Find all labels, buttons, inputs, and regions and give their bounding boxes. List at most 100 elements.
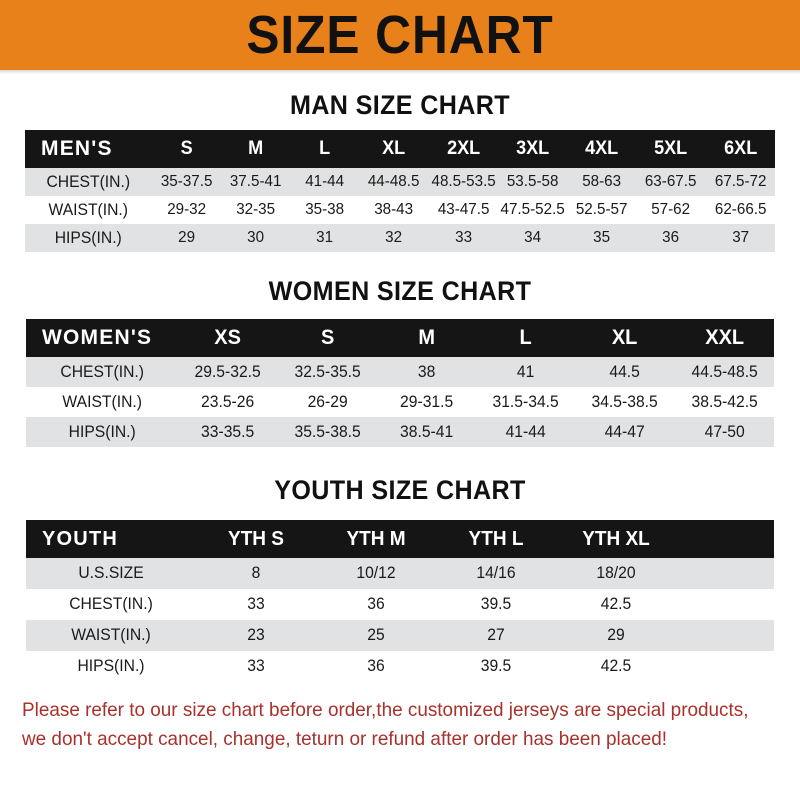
youth-cell: 33 — [247, 657, 265, 675]
youth-cell: 36 — [367, 595, 385, 613]
men-cell: 67.5-72 — [714, 173, 767, 190]
women-header-row: WOMEN'S XS S M L XL XXL — [26, 319, 774, 357]
women-cell: 34.5-38.5 — [591, 392, 659, 411]
women-size-table: WOMEN'S XS S M L XL XXL CHEST(IN.) 29.5-… — [26, 319, 774, 447]
men-cell: 62-66.5 — [714, 201, 767, 218]
youth-cell: 18/20 — [596, 564, 636, 582]
men-col-header: S — [180, 138, 193, 159]
women-cell: 35.5-38.5 — [294, 422, 361, 441]
women-cell: 31.5-34.5 — [492, 392, 559, 411]
youth-col-header: YTH XL — [582, 527, 650, 550]
men-col-header: 3XL — [515, 138, 550, 159]
men-row-label: CHEST(IN.) — [46, 172, 131, 191]
youth-row-label: U.S.SIZE — [78, 564, 144, 582]
men-cell: 32-35 — [235, 201, 275, 218]
youth-row-label: WAIST(IN.) — [71, 626, 151, 644]
men-cell: 44-48.5 — [368, 173, 420, 190]
men-cell: 63-67.5 — [645, 173, 697, 190]
women-corner-label: WOMEN'S — [42, 326, 153, 349]
women-cell: 44.5 — [609, 362, 641, 381]
men-cell: 43-47.5 — [437, 201, 489, 218]
youth-section-title: YOUTH SIZE CHART — [274, 475, 526, 505]
women-cell: 44.5-48.5 — [691, 362, 758, 381]
page-title: SIZE CHART — [246, 5, 554, 65]
youth-cell-spacer — [678, 651, 771, 682]
women-cell: 38.5-42.5 — [691, 392, 758, 411]
men-col-header: L — [319, 138, 331, 159]
men-cell: 34 — [524, 229, 541, 246]
women-cell: 44-47 — [604, 422, 646, 441]
men-cell: 29-32 — [166, 201, 206, 218]
men-col-header: 4XL — [585, 138, 619, 159]
youth-row-label: CHEST(IN.) — [69, 595, 153, 613]
table-row: HIPS(IN.) 33-35.5 35.5-38.5 38.5-41 41-4… — [26, 417, 774, 447]
men-cell: 35 — [593, 229, 611, 246]
men-col-header: XL — [382, 138, 406, 159]
men-cell: 38-43 — [374, 201, 414, 218]
men-cell: 53.5-58 — [506, 173, 559, 190]
table-row: U.S.SIZE 8 10/12 14/16 18/20 — [26, 558, 774, 589]
youth-cell-spacer — [678, 620, 771, 651]
youth-cell: 8 — [251, 564, 261, 582]
youth-cell: 42.5 — [600, 657, 632, 675]
youth-cell-spacer — [678, 558, 771, 589]
youth-cell: 33 — [247, 595, 265, 613]
disclaimer-line-1: Please refer to our size chart before or… — [22, 699, 749, 721]
men-corner-label: MEN'S — [41, 137, 113, 160]
men-col-header: 2XL — [446, 138, 480, 159]
table-row: HIPS(IN.) 33 36 39.5 42.5 — [26, 651, 774, 682]
men-cell: 37.5-41 — [229, 173, 282, 190]
youth-cell: 29 — [607, 626, 625, 644]
women-cell: 41-44 — [505, 422, 546, 441]
table-row: CHEST(IN.) 29.5-32.5 32.5-35.5 38 41 44.… — [26, 357, 774, 387]
table-row: WAIST(IN.) 23.5-26 26-29 29-31.5 31.5-34… — [26, 387, 774, 417]
youth-cell: 25 — [367, 626, 385, 644]
women-col-header: S — [320, 326, 334, 349]
youth-cell: 10/12 — [356, 564, 396, 582]
men-cell: 32 — [385, 229, 403, 246]
youth-cell: 23 — [247, 626, 265, 644]
youth-cell-spacer — [678, 589, 771, 620]
women-section-title: WOMEN SIZE CHART — [268, 276, 532, 306]
youth-cell: 36 — [367, 657, 385, 675]
youth-cell: 14/16 — [476, 564, 516, 582]
women-col-header: XS — [214, 326, 242, 349]
women-cell: 41 — [517, 362, 535, 381]
order-disclaimer: Please refer to our size chart before or… — [22, 696, 755, 754]
women-cell: 38 — [417, 362, 436, 381]
men-col-header: M — [247, 138, 263, 159]
men-cell: 47.5-52.5 — [500, 201, 565, 218]
men-col-header: 6XL — [723, 138, 757, 159]
women-cell: 47-50 — [704, 422, 745, 441]
table-row: WAIST(IN.) 23 25 27 29 — [26, 620, 774, 651]
disclaimer-line-2: we don't accept cancel, change, teturn o… — [22, 728, 668, 750]
banner-shadow — [0, 70, 800, 74]
women-cell: 29.5-32.5 — [194, 362, 262, 381]
men-row-label: WAIST(IN.) — [48, 200, 129, 219]
women-col-header: M — [418, 326, 435, 349]
men-section-title: MAN SIZE CHART — [289, 90, 511, 120]
men-cell: 30 — [246, 229, 264, 246]
women-cell: 29-31.5 — [399, 392, 454, 411]
men-size-table: MEN'S S M L XL 2XL 3XL 4XL 5XL 6XL CHEST… — [25, 130, 775, 252]
youth-header-row: YOUTH YTH S YTH M YTH L YTH XL — [26, 520, 774, 558]
women-cell: 26-29 — [307, 392, 348, 411]
men-cell: 36 — [662, 229, 680, 246]
youth-header-spacer — [678, 520, 771, 558]
men-header-row: MEN'S S M L XL 2XL 3XL 4XL 5XL 6XL — [25, 130, 775, 168]
men-col-header: 5XL — [654, 138, 688, 159]
youth-cell: 27 — [487, 626, 505, 644]
men-cell: 31 — [316, 229, 334, 246]
youth-cell: 42.5 — [600, 595, 632, 613]
men-cell: 35-37.5 — [160, 173, 212, 190]
youth-col-header: YTH S — [228, 527, 284, 550]
men-cell: 37 — [731, 229, 749, 246]
women-cell: 32.5-35.5 — [294, 362, 361, 381]
youth-cell: 39.5 — [480, 657, 512, 675]
table-row: CHEST(IN.) 33 36 39.5 42.5 — [26, 589, 774, 620]
youth-col-header: YTH M — [346, 527, 406, 550]
men-cell: 58-63 — [582, 173, 622, 190]
women-cell: 33-35.5 — [201, 422, 255, 441]
men-row-label: HIPS(IN.) — [54, 228, 122, 247]
men-cell: 52.5-57 — [575, 201, 628, 218]
